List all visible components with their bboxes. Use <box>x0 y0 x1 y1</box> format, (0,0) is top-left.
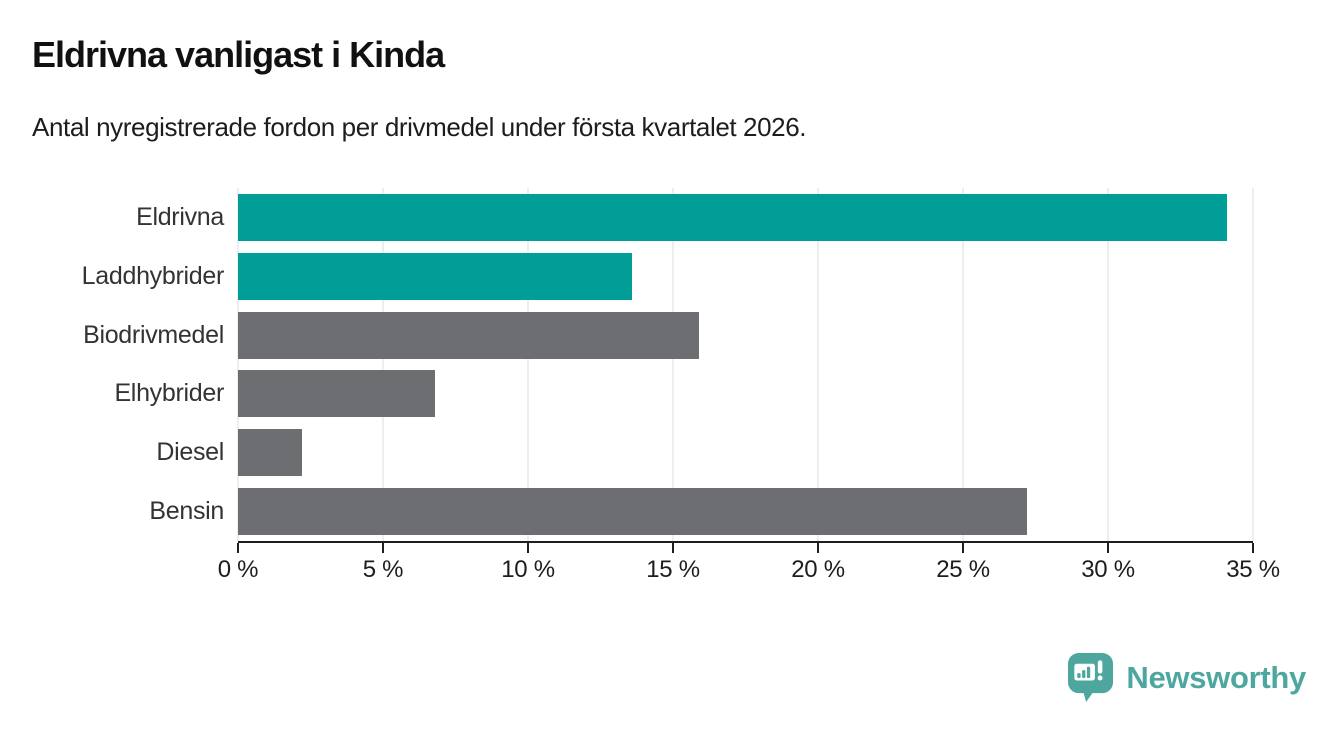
bars <box>238 188 1253 541</box>
bar-row <box>238 247 1253 306</box>
axis-tick <box>382 543 384 553</box>
bar-row <box>238 423 1253 482</box>
gridline <box>672 188 674 541</box>
chart-title: Eldrivna vanligast i Kinda <box>32 34 445 75</box>
gridline <box>1252 188 1254 541</box>
gridlines <box>237 188 1254 541</box>
axis-tick-label: 5 % <box>362 556 404 583</box>
axis-tick <box>1107 543 1109 553</box>
gridline <box>237 188 239 541</box>
bar <box>238 370 436 418</box>
axis-tick-label: 25 % <box>936 556 990 583</box>
axis-tick-label: 20 % <box>791 556 845 583</box>
gridline <box>817 188 819 541</box>
axis-tick-label: 0 % <box>217 556 259 583</box>
category-label: Laddhybrider <box>81 261 225 290</box>
bar <box>238 311 700 359</box>
gridline <box>382 188 384 541</box>
bar-row <box>238 306 1253 365</box>
newsworthy-logo: Newsworthy <box>1067 652 1306 703</box>
axis-tick-label: 10 % <box>501 556 555 583</box>
bar <box>238 252 633 300</box>
gridline <box>1107 188 1109 541</box>
bar-row <box>238 188 1253 247</box>
gridline <box>962 188 964 541</box>
category-label: Bensin <box>149 497 224 526</box>
bar <box>238 193 1227 241</box>
category-label: Elhybrider <box>114 379 224 408</box>
axis-tick <box>237 543 239 553</box>
newsworthy-logo-text: Newsworthy <box>1126 659 1306 695</box>
axis-tick-label: 35 % <box>1226 556 1280 583</box>
x-axis-tick-labels: 0 % 5 % 10 % 15 % 20 % 25 % 30 % 35 % <box>218 556 1280 586</box>
axis-tick <box>1252 543 1254 553</box>
category-label: Eldrivna <box>136 202 224 231</box>
axis-tick-label: 30 % <box>1081 556 1135 583</box>
axis-tick-label: 15 % <box>646 556 700 583</box>
bar-row <box>238 364 1253 423</box>
bar <box>238 488 1027 536</box>
chart-subtitle: Antal nyregistrerade fordon per drivmede… <box>32 112 807 142</box>
axis-tick <box>527 543 529 553</box>
axis-tick <box>672 543 674 553</box>
logo-exclamation-bar <box>1098 660 1103 674</box>
bar <box>238 429 302 477</box>
bar-row <box>238 482 1253 541</box>
category-labels: Eldrivna Laddhybrider Biodrivmedel Elhybrid… <box>0 188 225 541</box>
plot-area <box>237 188 1254 543</box>
category-label: Biodrivmedel <box>83 320 224 349</box>
logo-exclamation-dot <box>1098 675 1103 681</box>
newsworthy-logo-icon <box>1068 653 1114 702</box>
category-label: Diesel <box>156 438 224 467</box>
axis-tick <box>962 543 964 553</box>
gridline <box>527 188 529 541</box>
axis-tick <box>817 543 819 553</box>
x-axis-ticks <box>237 543 1254 553</box>
